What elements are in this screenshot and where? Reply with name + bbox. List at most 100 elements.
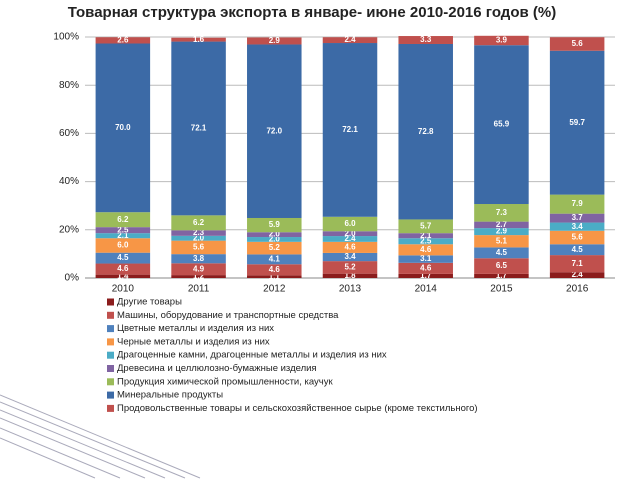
legend-swatch bbox=[107, 338, 114, 346]
bar-segment bbox=[95, 227, 151, 234]
value-label: 4.1 bbox=[269, 254, 281, 263]
bar-segment bbox=[95, 263, 151, 275]
bar-segment bbox=[322, 231, 378, 237]
bar-segment bbox=[474, 35, 529, 46]
value-label: 1.8 bbox=[344, 271, 356, 280]
value-label: 2.7 bbox=[496, 220, 508, 229]
bar-segment bbox=[171, 263, 226, 276]
value-label: 6.2 bbox=[117, 215, 129, 224]
bar-segment bbox=[549, 222, 605, 231]
legend-label: Продовольственные товары и сельскохозяйс… bbox=[117, 403, 478, 414]
value-label: 1.7 bbox=[420, 271, 432, 280]
value-label: 72.1 bbox=[342, 125, 358, 134]
value-label: 5.1 bbox=[496, 236, 508, 245]
value-label: 6.2 bbox=[193, 218, 205, 227]
legend-label: Драгоценные камни, драгоценные металлы и… bbox=[117, 350, 387, 361]
value-label: 4.6 bbox=[117, 264, 129, 273]
value-label: 2.4 bbox=[572, 270, 584, 279]
value-label: 5.9 bbox=[269, 220, 281, 229]
value-label: 65.9 bbox=[494, 120, 510, 129]
legend-swatch bbox=[107, 391, 114, 399]
bar-segment bbox=[95, 252, 151, 264]
value-label: 4.6 bbox=[420, 245, 432, 254]
bar-segment bbox=[95, 37, 151, 44]
value-label: 3.3 bbox=[420, 35, 432, 44]
value-label: 7.3 bbox=[496, 208, 508, 217]
bar-segment bbox=[171, 235, 226, 241]
bar-segment bbox=[322, 273, 378, 278]
value-label: 2.1 bbox=[420, 231, 432, 240]
value-label: 5.6 bbox=[193, 243, 205, 252]
bar-segment bbox=[549, 230, 605, 245]
x-tick-label: 2012 bbox=[263, 284, 286, 295]
bar-segment bbox=[247, 275, 302, 278]
value-label: 1.2 bbox=[193, 272, 205, 281]
value-label: 5.2 bbox=[344, 263, 356, 272]
legend-swatch bbox=[107, 365, 114, 372]
legend-swatch bbox=[107, 325, 114, 333]
value-label: 2.6 bbox=[117, 35, 129, 44]
value-label: 72.0 bbox=[266, 126, 282, 135]
bar-segment bbox=[322, 43, 378, 217]
value-label: 3.7 bbox=[572, 213, 584, 222]
bar-segment bbox=[398, 238, 453, 245]
bar-segment bbox=[549, 194, 605, 214]
x-tick-label: 2014 bbox=[415, 284, 438, 295]
bar-segment bbox=[95, 274, 151, 278]
value-label: 4.6 bbox=[344, 243, 356, 252]
bar-segment bbox=[322, 236, 378, 242]
x-tick-label: 2016 bbox=[566, 284, 589, 295]
value-label: 6.0 bbox=[344, 219, 356, 228]
value-label: 2.9 bbox=[269, 36, 281, 45]
x-tick-label: 2015 bbox=[490, 284, 513, 295]
bar-segment bbox=[322, 252, 378, 262]
value-label: 2.4 bbox=[344, 234, 356, 243]
bar-segment bbox=[247, 232, 302, 238]
bar-segment bbox=[474, 221, 529, 229]
x-tick-label: 2013 bbox=[339, 284, 362, 295]
bar-segment bbox=[247, 241, 302, 255]
chart-title: Товарная структура экспорта в январе- ию… bbox=[68, 4, 556, 21]
y-tick-label: 20% bbox=[59, 224, 79, 235]
legend-label: Машины, оборудование и транспортные сред… bbox=[117, 310, 339, 321]
bar-segment bbox=[398, 36, 453, 44]
bar-segment bbox=[95, 238, 151, 253]
bar-segment bbox=[171, 41, 226, 216]
bar-segment bbox=[171, 254, 226, 264]
value-label: 6.5 bbox=[496, 261, 508, 270]
bar-segment bbox=[549, 244, 605, 256]
value-label: 4.5 bbox=[572, 245, 584, 254]
bar-segment bbox=[474, 45, 529, 205]
bar-segment bbox=[474, 258, 529, 274]
legend-swatch bbox=[107, 351, 114, 359]
value-label: 2.0 bbox=[193, 233, 205, 242]
bar-segment bbox=[95, 233, 151, 239]
bar-segment bbox=[322, 216, 378, 232]
value-label: 3.4 bbox=[344, 252, 356, 261]
value-label: 72.8 bbox=[418, 127, 434, 136]
bar-segment bbox=[247, 37, 302, 45]
value-label: 2.3 bbox=[193, 228, 205, 237]
value-label: 7.1 bbox=[572, 259, 584, 268]
value-label: 5.6 bbox=[572, 233, 584, 242]
value-label: 2.0 bbox=[269, 230, 281, 239]
value-label: 3.9 bbox=[496, 36, 508, 45]
bar-segment bbox=[171, 275, 226, 278]
y-tick-label: 80% bbox=[59, 80, 79, 91]
bar-segment bbox=[171, 240, 226, 255]
bar-segment bbox=[247, 237, 302, 242]
bar-segment bbox=[398, 233, 453, 239]
bar-segment bbox=[474, 247, 529, 259]
bar-segment bbox=[398, 219, 453, 234]
value-label: 2.5 bbox=[117, 225, 129, 234]
bar-segment bbox=[398, 244, 453, 256]
bar-segment bbox=[398, 43, 453, 220]
value-label: 5.2 bbox=[269, 243, 281, 252]
value-label: 5.6 bbox=[572, 39, 584, 48]
bar-segment bbox=[474, 228, 529, 236]
bar-segment bbox=[322, 241, 378, 253]
legend-label: Черные металлы и изделия из них bbox=[117, 336, 270, 347]
bar-segment bbox=[549, 50, 605, 195]
bar-segment bbox=[549, 213, 605, 223]
